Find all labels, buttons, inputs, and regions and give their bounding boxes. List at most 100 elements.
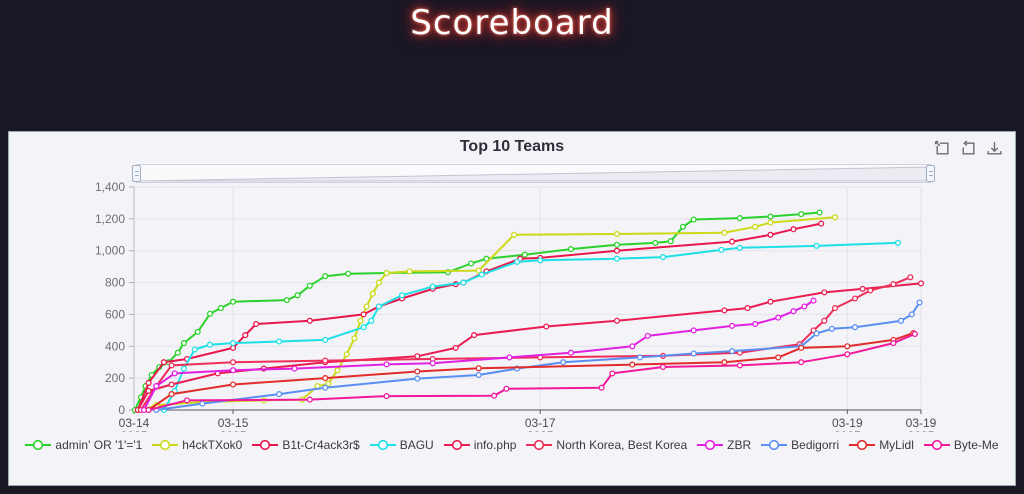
series-point <box>767 219 774 226</box>
series-point <box>543 323 550 330</box>
series-point <box>560 359 567 366</box>
data-zoom-slider[interactable] <box>132 164 935 183</box>
series-point <box>174 349 181 356</box>
series-point <box>406 268 413 275</box>
series-point <box>752 223 759 230</box>
legend-item[interactable]: BAGU <box>369 438 434 452</box>
series-point <box>511 231 518 238</box>
series-point <box>145 387 152 394</box>
legend-item[interactable]: h4ckTXok0 <box>152 438 242 452</box>
series-point <box>813 330 820 337</box>
line-chart: 02004006008001,0001,2001,40003-14202503-… <box>95 180 937 432</box>
series-point <box>521 251 528 258</box>
legend-marker-icon <box>25 439 52 451</box>
legend-marker-icon <box>761 439 788 451</box>
series-point <box>721 229 728 236</box>
legend-item[interactable]: MyLidl <box>849 438 914 452</box>
series-point <box>690 327 697 334</box>
series-point <box>679 223 687 230</box>
legend-item[interactable]: ZBR <box>697 438 751 452</box>
x-tick-label: 03-14 <box>119 416 150 430</box>
legend-label: MyLidl <box>879 438 914 452</box>
restore-icon[interactable] <box>960 140 977 157</box>
save-image-icon-glyph <box>987 142 1002 155</box>
series-point <box>721 307 728 314</box>
series-point <box>844 343 851 350</box>
series-point <box>360 311 367 318</box>
legend-item[interactable]: Bedigorri <box>761 438 839 452</box>
legend-item[interactable]: admin' OR '1'='1 <box>25 438 142 452</box>
series-point <box>652 239 659 246</box>
series-point <box>613 255 620 262</box>
legend-item[interactable]: North Korea, Best Korea <box>526 438 687 452</box>
series-point <box>357 317 364 324</box>
series-point <box>363 303 370 310</box>
data-zoom-icon[interactable] <box>934 140 951 157</box>
legend-label: admin' OR '1'='1 <box>55 438 143 452</box>
series-point <box>844 351 851 358</box>
series-point <box>475 371 482 379</box>
x-tick-label: 03-17 <box>525 416 556 430</box>
legend-item[interactable]: B1t-Cr4ack3r$ <box>252 438 360 452</box>
series-point <box>368 317 375 324</box>
series-point <box>217 305 224 312</box>
x-tick-label: 03-15 <box>218 416 249 430</box>
series-point <box>322 336 329 343</box>
chart-title: Top 10 Teams <box>459 138 565 155</box>
series-point <box>471 332 478 339</box>
series-point <box>229 367 237 374</box>
legend-label: Bedigorri <box>791 438 840 452</box>
save-image-icon[interactable] <box>986 140 1003 157</box>
series-point <box>334 367 341 374</box>
series-point <box>291 365 298 372</box>
series-line <box>143 299 815 411</box>
series-point <box>567 349 574 356</box>
data-zoom-icon-glyph <box>934 140 949 155</box>
series-line <box>156 301 921 411</box>
chart-legend: admin' OR '1'='1 h4ckTXok0 B1t-Cr4ack3r$ BA… <box>9 438 1015 452</box>
series-point <box>153 383 160 390</box>
series-line <box>136 222 822 411</box>
series-point <box>810 297 817 304</box>
series-point <box>345 270 352 277</box>
legend-item[interactable]: Byte-Me <box>923 438 999 452</box>
series-point <box>831 305 839 312</box>
legend-marker-icon <box>443 439 470 451</box>
series-point <box>194 328 201 335</box>
series-line <box>148 333 916 411</box>
y-tick-label: 1,200 <box>95 212 125 226</box>
series-point <box>242 332 249 339</box>
series-point <box>468 260 475 267</box>
legend-marker-icon <box>849 439 876 451</box>
y-tick-label: 200 <box>105 371 125 385</box>
series-point <box>613 247 620 254</box>
series-point <box>636 354 644 361</box>
legend-label: info.php <box>473 438 517 452</box>
series-point <box>613 241 620 248</box>
series-point <box>383 361 390 368</box>
series-point <box>690 216 697 223</box>
series-point <box>911 330 918 338</box>
series-point <box>897 317 905 324</box>
series-point <box>736 215 743 222</box>
series-line <box>140 216 836 411</box>
series-point <box>744 305 751 312</box>
series-point <box>199 400 206 407</box>
series-point <box>276 391 283 398</box>
slider-handle-right[interactable] <box>926 165 935 182</box>
series-point <box>383 269 390 277</box>
legend-item[interactable]: info.php <box>443 438 517 452</box>
series-point <box>283 297 290 304</box>
series-point <box>322 375 329 382</box>
legend-marker-icon <box>923 439 950 451</box>
series-point <box>629 361 636 368</box>
slider-handle-left[interactable] <box>132 165 141 182</box>
data-zoom-shadow <box>137 166 930 182</box>
series-point <box>475 267 482 274</box>
series-point <box>851 324 859 331</box>
series-point <box>828 325 835 332</box>
series-point <box>598 384 605 391</box>
series-point <box>191 346 198 353</box>
legend-marker-icon <box>526 439 553 451</box>
series-point <box>460 279 467 286</box>
